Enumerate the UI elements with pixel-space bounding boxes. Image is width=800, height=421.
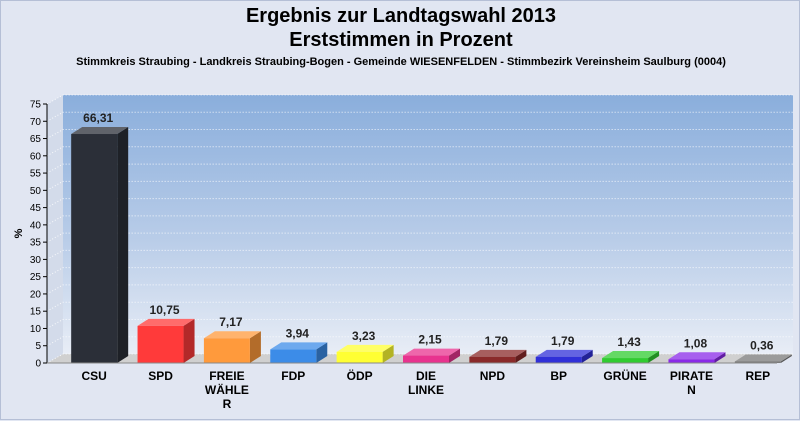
- gridline: [46, 198, 793, 209]
- x-tick-label: GRÜNE: [603, 368, 646, 383]
- data-label: 3,94: [286, 326, 310, 340]
- bar-top: [137, 318, 195, 326]
- y-tick-label: 50: [30, 186, 42, 197]
- y-tick-label: 15: [30, 307, 42, 318]
- bar-top: [270, 342, 328, 350]
- gridline: [46, 180, 793, 191]
- y-tick-label: 0: [35, 359, 41, 370]
- bar-top: [668, 352, 726, 360]
- bar-die-linke: [403, 355, 449, 363]
- bar-top: [469, 349, 527, 357]
- x-tick-label: LINKE: [408, 383, 444, 397]
- y-tick-label: 75: [30, 100, 42, 111]
- bar-piraten: [668, 359, 715, 363]
- bar-spd: [137, 325, 184, 363]
- data-label: 1,08: [684, 336, 708, 350]
- y-tick-label: 60: [30, 151, 42, 162]
- x-tick-label: PIRATE: [670, 369, 713, 383]
- data-label: 2,15: [418, 333, 442, 347]
- bar-side: [183, 318, 195, 363]
- gridline: [46, 353, 793, 364]
- gridline: [46, 163, 793, 174]
- y-tick-label: 55: [30, 169, 42, 180]
- data-label: 1,79: [485, 334, 509, 348]
- bar-side: [648, 351, 660, 363]
- data-label: 66,31: [83, 111, 113, 125]
- y-tick-label: 45: [30, 203, 42, 214]
- x-tick-label: ÖDP: [347, 368, 373, 383]
- bar-ödp: [336, 351, 383, 363]
- gridline: [46, 146, 793, 157]
- bar-side: [316, 342, 328, 363]
- x-tick-label: CSU: [82, 369, 107, 383]
- bar-freie-wähler: [203, 338, 250, 363]
- y-tick-label: 20: [30, 289, 42, 300]
- bar-rep: [734, 361, 781, 363]
- y-tick-label: 70: [30, 117, 42, 128]
- gridline: [46, 318, 793, 329]
- y-tick-label: 65: [30, 134, 42, 145]
- y-tick-label: 30: [30, 255, 42, 266]
- bar-side: [714, 352, 726, 363]
- chart-title: Ergebnis zur Landtagswahl 2013: [245, 5, 557, 27]
- y-tick-label: 5: [35, 341, 41, 352]
- bar-csu: [71, 134, 118, 363]
- gridline: [46, 267, 793, 278]
- gridline: [46, 301, 793, 312]
- data-label: 1,79: [551, 334, 575, 348]
- bar-top: [203, 331, 261, 339]
- bar-fdp: [270, 349, 317, 363]
- gridline: [46, 232, 793, 243]
- bar-top: [71, 127, 129, 135]
- bar-top: [535, 349, 593, 357]
- gridline: [46, 249, 793, 260]
- bar-side: [780, 354, 792, 363]
- y-tick-label: 40: [30, 220, 42, 231]
- x-tick-label: NPD: [480, 369, 506, 383]
- bar-grüne: [602, 358, 649, 363]
- gridline: [46, 129, 793, 139]
- bar-top: [403, 348, 460, 356]
- y-tick-label: 10: [30, 324, 42, 335]
- bar-top: [336, 344, 394, 352]
- gridline: [46, 94, 793, 105]
- bar-side: [249, 331, 261, 363]
- x-tick-label: N: [687, 383, 696, 397]
- bar-side: [117, 127, 129, 364]
- x-tick-label: FREIE: [209, 369, 244, 383]
- bar-side: [581, 349, 593, 363]
- plot-back-wall: [63, 95, 793, 354]
- chart-subtitle: Erststimmen in Prozent: [289, 29, 513, 51]
- y-tick-label: 35: [30, 238, 42, 249]
- data-label: 0,36: [750, 339, 774, 353]
- x-tick-label: REP: [745, 369, 770, 383]
- bar-bp: [535, 356, 582, 363]
- x-tick-label: R: [223, 397, 232, 411]
- data-label: 7,17: [219, 315, 243, 329]
- data-label: 10,75: [150, 303, 180, 317]
- gridline: [46, 336, 793, 347]
- x-tick-label: BP: [550, 369, 567, 383]
- y-tick-label: 25: [30, 272, 42, 283]
- data-label: 3,23: [352, 329, 376, 343]
- bar-side: [382, 344, 394, 363]
- x-tick-label: DIE: [416, 369, 436, 383]
- x-tick-label: SPD: [148, 369, 173, 383]
- data-label: 1,43: [617, 335, 641, 349]
- gridline: [46, 284, 793, 295]
- bar-top: [602, 351, 660, 359]
- chart-location: Stimmkreis Straubing - Landkreis Straubi…: [76, 56, 726, 68]
- bar-side: [449, 348, 460, 363]
- x-tick-label: FDP: [281, 369, 305, 383]
- bar-npd: [469, 356, 516, 363]
- plot-left-wall: [47, 95, 63, 363]
- bar-top: [734, 354, 792, 362]
- x-tick-label: WÄHLE: [205, 382, 249, 397]
- bar-side: [515, 349, 527, 363]
- gridline: [46, 215, 793, 226]
- y-axis-label: %: [13, 228, 25, 238]
- gridline: [46, 111, 793, 122]
